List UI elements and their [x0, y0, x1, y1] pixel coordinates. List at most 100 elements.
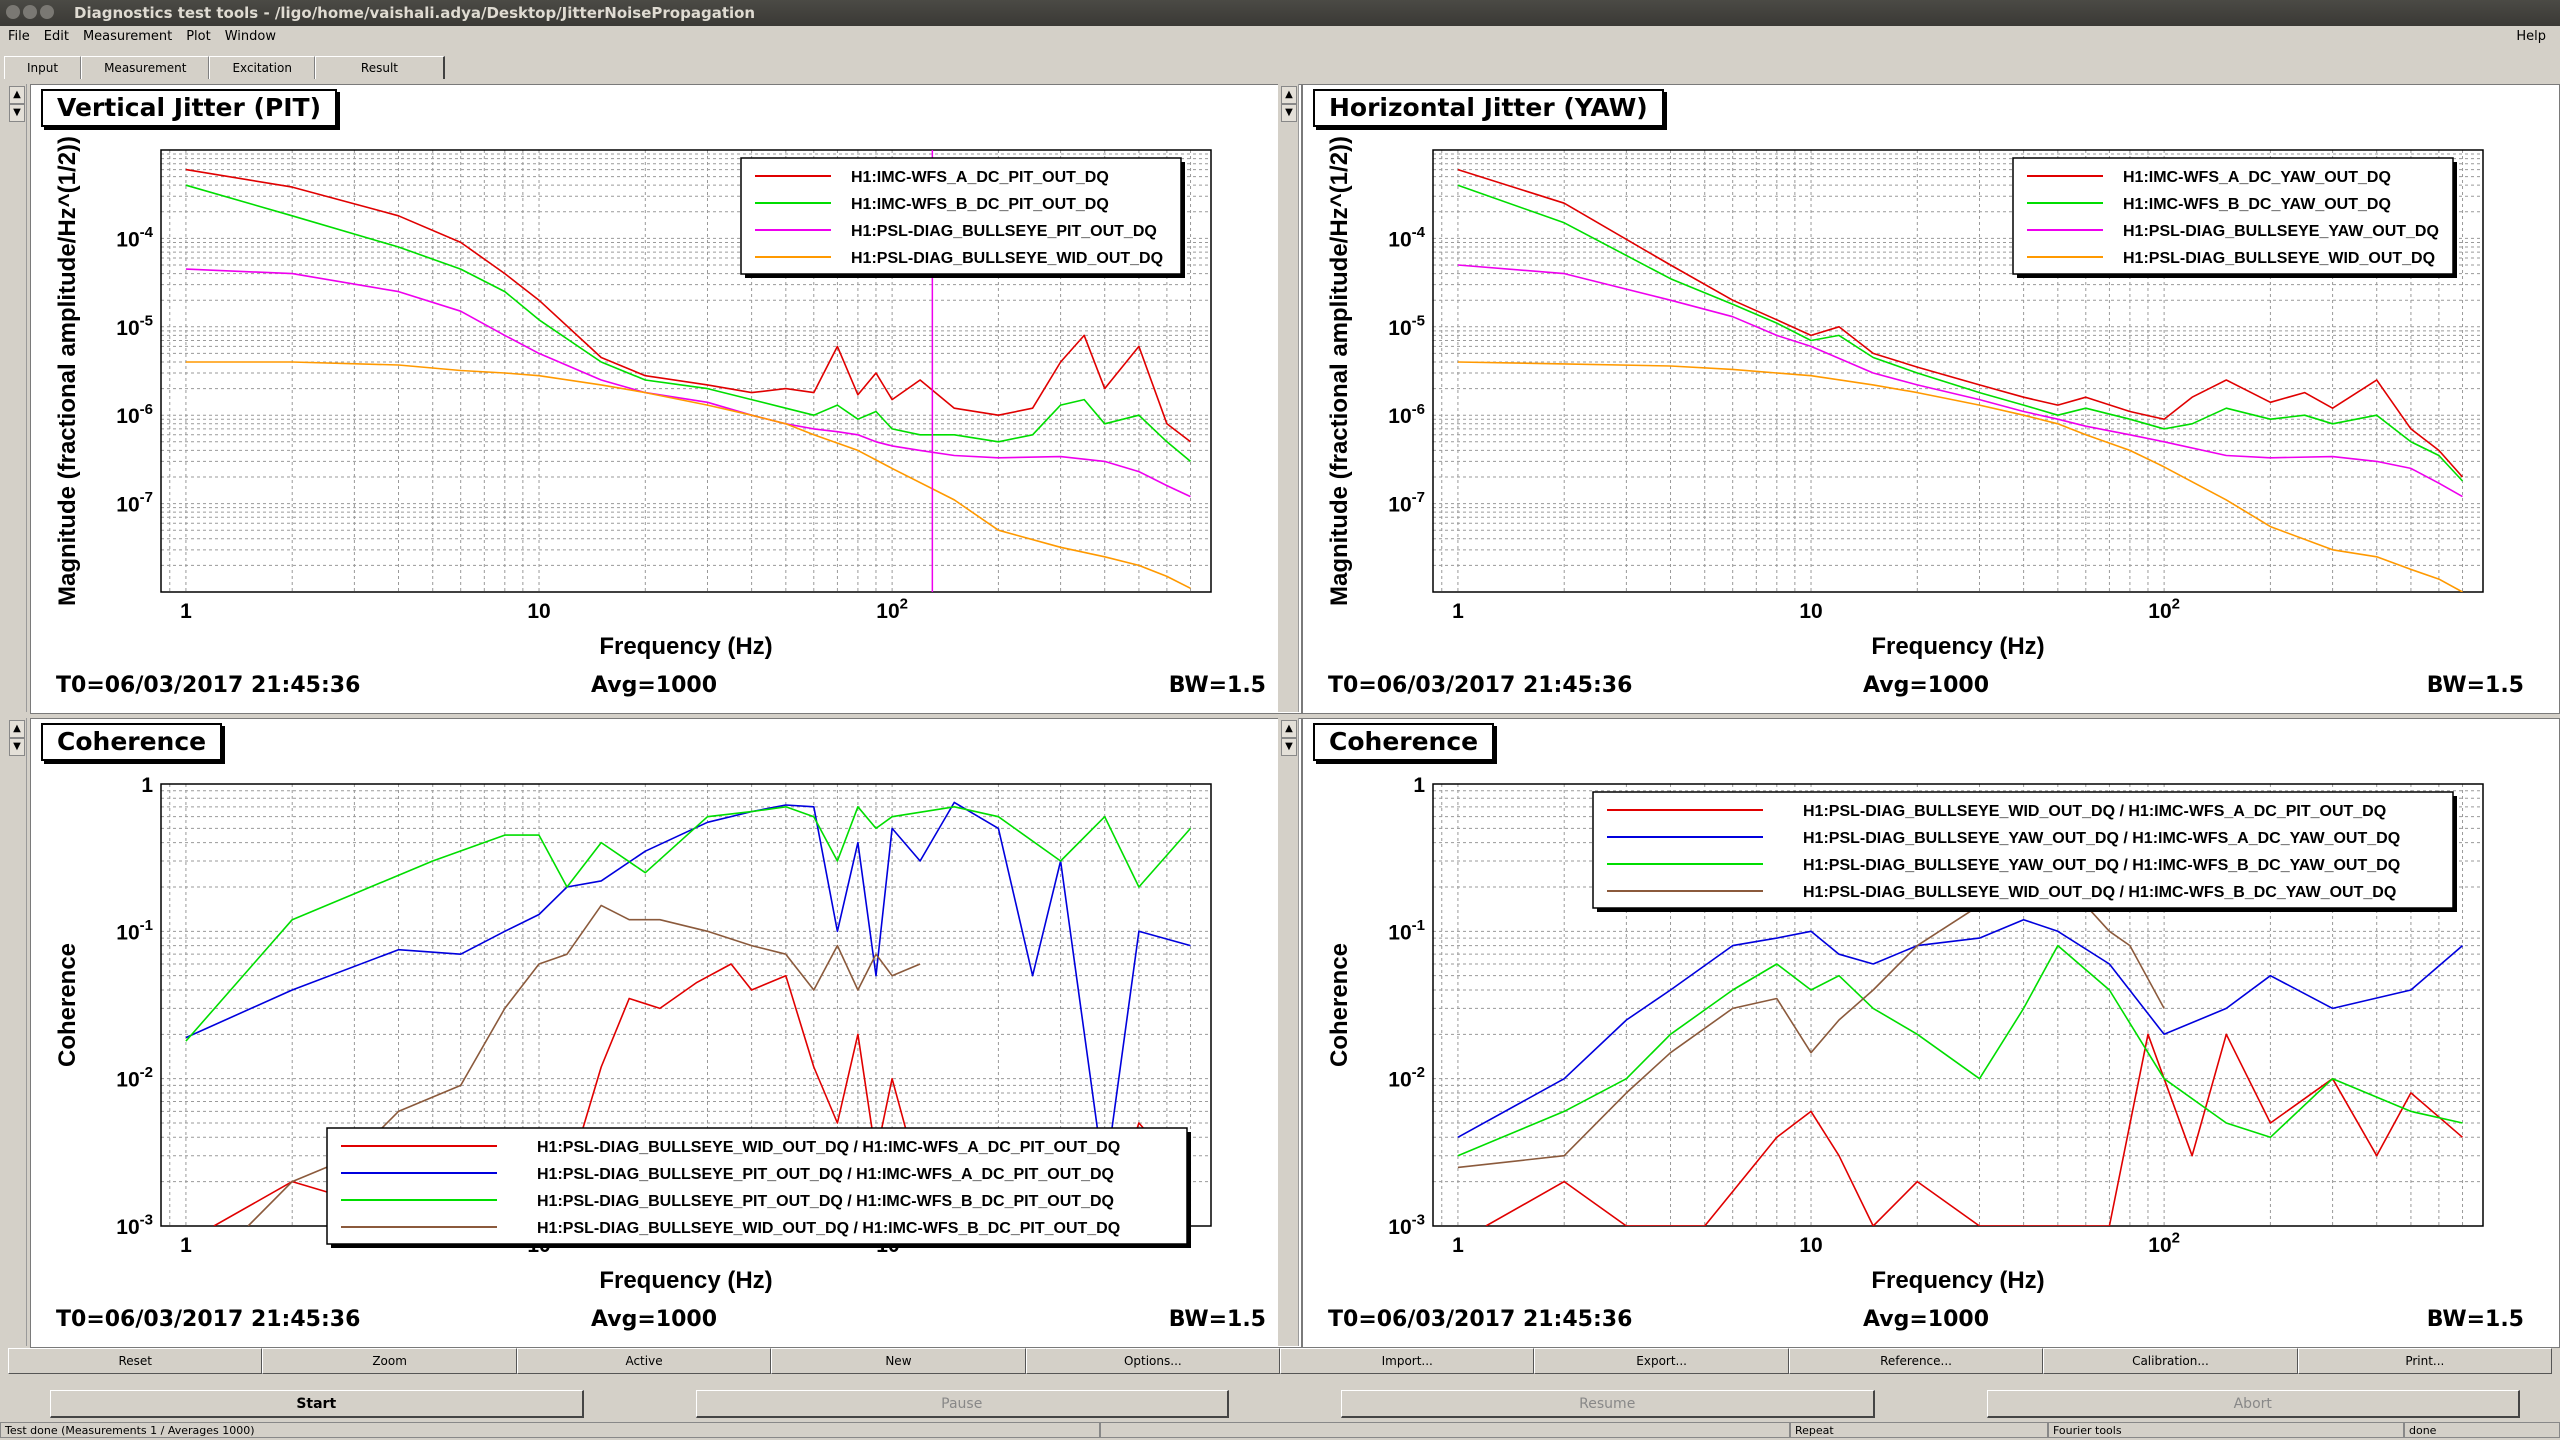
zoom-button[interactable]: Zoom: [262, 1348, 517, 1374]
plot-legend[interactable]: H1:IMC-WFS_A_DC_YAW_OUT_DQ H1:IMC-WFS_B_D…: [2012, 157, 2457, 278]
scroll-up-icon[interactable]: ▲: [9, 86, 25, 104]
legend-entry: H1:PSL-DIAG_BULLSEYE_PIT_OUT_DQ / H1:IMC…: [537, 1193, 1114, 1210]
scroll-down-icon[interactable]: ▼: [1281, 104, 1297, 122]
bandwidth-label: BW=1.5: [2426, 1307, 2524, 1332]
tab-input[interactable]: Input: [4, 56, 82, 79]
status-field-2: [1100, 1422, 1790, 1438]
series-line: [1457, 168, 2464, 478]
status-repeat: Repeat: [1790, 1422, 2048, 1438]
legend-entry: H1:IMC-WFS_A_DC_PIT_OUT_DQ: [851, 169, 1109, 186]
menu-file[interactable]: File: [8, 29, 30, 44]
plot-panel[interactable]: Horizontal Jitter (YAW) T0=06/03/2017 21:…: [1302, 84, 2560, 714]
pause-button[interactable]: Pause: [695, 1390, 1229, 1418]
tab-measurement[interactable]: Measurement: [81, 56, 210, 79]
minimize-window-icon[interactable]: [23, 5, 37, 19]
calibration-button[interactable]: Calibration...: [2043, 1348, 2298, 1374]
legend-entry: H1:PSL-DIAG_BULLSEYE_WID_OUT_DQ / H1:IMC…: [1803, 803, 2386, 820]
series-line: [185, 268, 1191, 498]
scroll-up-icon[interactable]: ▲: [1281, 720, 1297, 738]
x-tick-label: 1: [180, 600, 192, 623]
series-line: [1485, 1033, 2464, 1226]
abort-button[interactable]: Abort: [1986, 1390, 2520, 1418]
y-tick-label: 10-5: [1388, 312, 1425, 339]
menu-window[interactable]: Window: [224, 29, 276, 44]
x-tick-label: 1: [1452, 600, 1464, 623]
plot-panel[interactable]: Coherence T0=06/03/2017 21:45:36 Avg=1000 B…: [1302, 718, 2560, 1348]
plot-panel[interactable]: Vertical Jitter (PIT) T0=06/03/2017 21:45…: [30, 84, 1302, 714]
series-line: [185, 361, 1191, 590]
export-button[interactable]: Export...: [1534, 1348, 1789, 1374]
plot-legend[interactable]: H1:PSL-DIAG_BULLSEYE_WID_OUT_DQ / H1:IMC…: [326, 1127, 1191, 1248]
x-tick-label: 102: [2148, 1230, 2180, 1257]
close-window-icon[interactable]: [6, 5, 20, 19]
plot-legend[interactable]: H1:IMC-WFS_A_DC_PIT_OUT_DQ H1:IMC-WFS_B_D…: [740, 157, 1185, 278]
scroll-down-icon[interactable]: ▼: [9, 104, 25, 122]
y-axis-label: Magnitude (fractional amplitude/Hz^(1/2)…: [1326, 136, 1353, 606]
y-tick-label: 10-3: [1388, 1212, 1425, 1239]
y-tick-label: 10-7: [116, 489, 153, 516]
menu-help[interactable]: Help: [2516, 29, 2546, 44]
series-line: [1457, 886, 2165, 1169]
panel-scrollbar[interactable]: ▲ ▼: [1278, 718, 1299, 1346]
x-tick-label: 10: [527, 600, 550, 623]
scroll-down-icon[interactable]: ▼: [9, 738, 25, 756]
menu-plot[interactable]: Plot: [186, 29, 211, 44]
averages-label: Avg=1000: [1863, 1307, 1989, 1332]
x-tick-label: 1: [1452, 1234, 1464, 1257]
legend-entry: H1:PSL-DIAG_BULLSEYE_WID_OUT_DQ: [851, 250, 1163, 267]
bandwidth-label: BW=1.5: [1168, 673, 1266, 698]
window-controls[interactable]: [6, 5, 57, 23]
reset-button[interactable]: Reset: [8, 1348, 263, 1374]
scroll-down-icon[interactable]: ▼: [1281, 738, 1297, 756]
y-tick-label: 10-7: [1388, 489, 1425, 516]
panel-scrollbar[interactable]: ▲ ▼: [6, 718, 27, 1346]
series-line: [1457, 264, 2463, 498]
options-button[interactable]: Options...: [1025, 1348, 1281, 1374]
print-button[interactable]: Print...: [2297, 1348, 2553, 1374]
new-button[interactable]: New: [771, 1348, 1026, 1374]
legend-entry: H1:PSL-DIAG_BULLSEYE_WID_OUT_DQ / H1:IMC…: [537, 1220, 1120, 1237]
run-controls: Start Pause Resume Abort: [50, 1390, 2520, 1418]
maximize-window-icon[interactable]: [40, 5, 54, 19]
panel-scrollbar[interactable]: ▲ ▼: [6, 84, 27, 712]
plot-chart[interactable]: 1 10 102 10-4 10-5 10-6 10-7 Frequency (Hz) Magn…: [31, 85, 1301, 668]
start-time-label: T0=06/03/2017 21:45:36: [56, 1307, 361, 1332]
scroll-up-icon[interactable]: ▲: [1281, 86, 1297, 104]
series-line: [185, 168, 1191, 443]
series-line: [1457, 918, 2464, 1139]
active-button[interactable]: Active: [516, 1348, 772, 1374]
x-tick-label: 10: [1799, 600, 1822, 623]
legend-entry: H1:PSL-DIAG_BULLSEYE_WID_OUT_DQ: [2123, 250, 2435, 267]
tab-result[interactable]: Result: [314, 56, 445, 79]
series-line: [1457, 184, 2464, 482]
averages-label: Avg=1000: [1863, 673, 1989, 698]
start-time-label: T0=06/03/2017 21:45:36: [1328, 673, 1633, 698]
x-tick-label: 102: [876, 596, 908, 623]
panel-scrollbar[interactable]: ▲ ▼: [1278, 84, 1299, 712]
plot-title: Horizontal Jitter (YAW): [1313, 89, 1664, 127]
menu-edit[interactable]: Edit: [43, 29, 69, 44]
x-tick-label: 102: [2148, 596, 2180, 623]
plot-chart[interactable]: 1 10 102 10-4 10-5 10-6 10-7 Frequency (Hz) Magn…: [1303, 85, 2559, 668]
scroll-up-icon[interactable]: ▲: [9, 720, 25, 738]
averages-label: Avg=1000: [591, 1307, 717, 1332]
resume-button[interactable]: Resume: [1341, 1390, 1875, 1418]
plot-frame: [160, 149, 1212, 593]
plot-legend[interactable]: H1:PSL-DIAG_BULLSEYE_WID_OUT_DQ / H1:IMC…: [1592, 791, 2457, 912]
plot-frame: [1432, 783, 2484, 1227]
start-button[interactable]: Start: [50, 1390, 584, 1418]
reference-button[interactable]: Reference...: [1788, 1348, 2044, 1374]
y-tick-label: 1: [141, 774, 153, 797]
tab-excitation[interactable]: Excitation: [209, 56, 315, 79]
y-tick-label: 10-4: [1388, 224, 1425, 251]
import-button[interactable]: Import...: [1280, 1348, 1535, 1374]
plot-title: Vertical Jitter (PIT): [41, 89, 338, 127]
plot-panel[interactable]: Coherence T0=06/03/2017 21:45:36 Avg=1000 B…: [30, 718, 1302, 1348]
menu-measurement[interactable]: Measurement: [82, 29, 173, 44]
x-axis-label: Frequency (Hz): [599, 1267, 772, 1294]
window-title: Diagnostics test tools - /ligo/home/vais…: [74, 4, 756, 22]
legend-entry: H1:PSL-DIAG_BULLSEYE_WID_OUT_DQ / H1:IMC…: [537, 1139, 1120, 1156]
series-line: [1457, 361, 2463, 592]
